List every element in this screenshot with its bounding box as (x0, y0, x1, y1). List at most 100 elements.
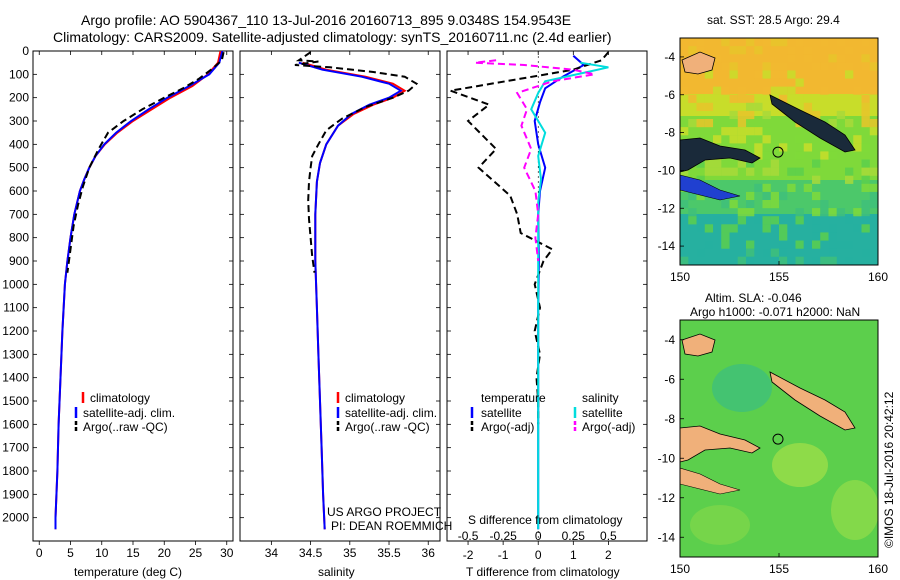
sst-cell (836, 240, 846, 249)
sst-cell (770, 38, 780, 47)
sst-cell (787, 94, 796, 103)
sst-cell (853, 143, 862, 152)
sst-cell (688, 119, 697, 128)
sst-cell (688, 46, 697, 55)
sst-cell (770, 70, 780, 79)
sst-cell (787, 70, 796, 79)
sst-cell (869, 183, 878, 192)
depth-tick-label: 700 (9, 207, 29, 221)
map-y-tick-label: -12 (658, 201, 676, 215)
sst-cell (762, 62, 771, 71)
sst-cell (803, 94, 813, 103)
sst-cell (729, 94, 738, 103)
temperature-x-axis: 0 5 10 15 20 25 30 (36, 51, 234, 560)
map-y-tick-label: -14 (658, 530, 676, 544)
x-tick-label: 10 (95, 546, 109, 560)
sst-cell (779, 191, 788, 201)
x-tick-label: 2 (605, 548, 612, 562)
sst-cell (721, 224, 730, 233)
sst-cell (779, 38, 788, 47)
sst-cell (688, 208, 697, 217)
sst-cell (770, 62, 780, 71)
header-line-1: Argo profile: AO 5904367_110 13-Jul-2016… (81, 12, 571, 28)
map-y-tick-label: -12 (658, 491, 676, 505)
sst-cell (803, 143, 813, 152)
map-x-tick-label: 160 (868, 562, 888, 576)
new-guinea-coast (680, 137, 761, 173)
sst-map-axes: 150 155 160 -14 -12 -10 -8 -6 -4 (658, 50, 889, 284)
louisiade-archipelago (680, 467, 741, 495)
sst-cell (861, 62, 870, 71)
s-diff-axis-label: S difference from climatology (468, 513, 623, 527)
sst-cell (754, 102, 763, 111)
sst-cell (762, 86, 771, 95)
header-line-2: Climatology: CARS2009. Satellite-adjuste… (53, 29, 611, 45)
depth-tick-label: 1300 (2, 347, 29, 361)
sst-cell (779, 256, 788, 265)
sst-cell (803, 240, 813, 249)
sst-cell (680, 256, 689, 265)
sst-cell (704, 240, 714, 249)
sst-cell (869, 94, 878, 103)
sst-cell (746, 127, 755, 136)
depth-tick-label: 300 (9, 114, 29, 128)
depth-tick-label: 1200 (2, 324, 29, 338)
sst-cell (737, 216, 747, 225)
sst-cell (737, 127, 747, 136)
legend-label-argo: Argo(..raw -QC) (83, 420, 168, 434)
sst-cell (746, 208, 755, 217)
sst-cell (812, 240, 821, 249)
sst-cell (713, 54, 722, 63)
sst-cell (795, 78, 804, 87)
sst-cell (696, 224, 705, 233)
map-y-tick-label: -4 (664, 333, 675, 347)
sst-cell (696, 175, 705, 184)
sst-cell (762, 70, 771, 79)
sst-cell (869, 200, 878, 209)
x-tick-label: 25 (189, 546, 203, 560)
sst-cell (820, 200, 829, 209)
sst-cell (828, 224, 837, 233)
sst-cell (845, 119, 854, 128)
sla-map (680, 320, 878, 557)
x-tick-label: 30 (220, 546, 234, 560)
sst-cell (828, 256, 837, 265)
new-ireland-land (681, 51, 716, 75)
sst-cell (729, 200, 738, 209)
s-diff-tick-label: -0.25 (489, 529, 517, 543)
sst-cell (812, 110, 821, 120)
sst-cell (754, 151, 763, 160)
sst-cell (869, 167, 878, 176)
sla-map-axes: 150 155 160 -14 -12 -10 -8 -6 -4 (658, 333, 889, 576)
sst-cell (861, 119, 870, 128)
sst-cell (737, 94, 747, 103)
temperature-series (54, 51, 225, 530)
sst-cell (680, 167, 689, 176)
sst-cell (779, 232, 788, 241)
sst-cell (770, 216, 780, 225)
sst-cell (861, 110, 870, 120)
sst-cell (680, 232, 689, 241)
sst-cell (779, 248, 788, 257)
legend-label-climatology: climatology (345, 391, 405, 405)
sst-cell (688, 70, 697, 79)
sst-cell (803, 102, 813, 111)
series-line (302, 61, 407, 530)
sst-cell (828, 54, 837, 63)
series-line (66, 51, 225, 273)
sst-cell (713, 167, 722, 176)
depth-tick-label: 500 (9, 161, 29, 175)
sst-cell (762, 200, 771, 209)
depth-tick-label: 900 (9, 254, 29, 268)
temperature-axis-label: temperature (deg C) (74, 565, 182, 579)
sst-cell (861, 167, 870, 176)
legend-label-temp-satellite: satellite (481, 406, 522, 420)
legend-label-satellite: satellite-adj. clim. (83, 406, 175, 420)
sst-cell (845, 70, 854, 79)
sst-cell (845, 62, 854, 71)
depth-tick-label: 1000 (2, 277, 29, 291)
sst-cell (696, 191, 705, 201)
sst-cell (779, 224, 788, 233)
sst-cell (779, 143, 788, 152)
sst-cell (828, 248, 837, 257)
